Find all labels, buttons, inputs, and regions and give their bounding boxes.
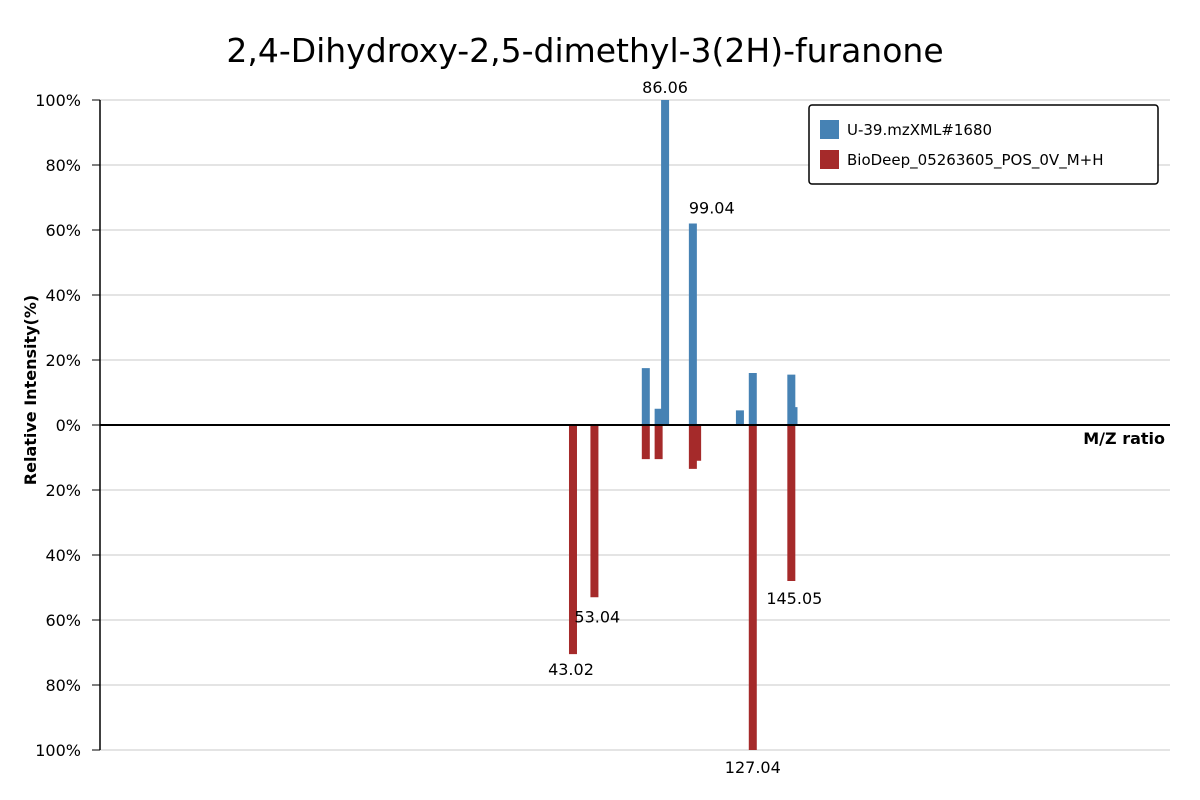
- query-peak-bar: [735, 410, 744, 425]
- reference-peak-bar: [693, 425, 702, 461]
- grid-lines: [100, 99, 1170, 751]
- reference-peak-bar: [688, 425, 697, 469]
- query-peak-bar: [661, 100, 670, 425]
- y-tick-label: 60%: [45, 611, 81, 630]
- peak-mz-label: 99.04: [689, 199, 735, 218]
- x-axis-title: M/Z ratio: [1083, 429, 1165, 448]
- peak-mz-label: 43.02: [548, 660, 594, 679]
- query-peak-bar: [789, 407, 798, 425]
- reference-peak-bar: [641, 425, 650, 460]
- query-peak-bar: [787, 374, 796, 425]
- peak-labels: 86.06 99.04 43.02 53.04 127.04 145.05: [548, 78, 822, 777]
- y-tick-label: 100%: [35, 91, 81, 110]
- peak-mz-label: 53.04: [574, 607, 620, 626]
- y-tick-label: 20%: [45, 351, 81, 370]
- reference-peak-bar: [748, 425, 757, 750]
- y-tick-label: 40%: [45, 546, 81, 565]
- y-tick-label: 60%: [45, 221, 81, 240]
- legend-swatch-reference: [820, 150, 839, 169]
- reference-peak-bar: [787, 425, 796, 581]
- legend: U-39.mzXML#1680 BioDeep_05263605_POS_0V_…: [808, 104, 1159, 185]
- peak-bars: [568, 100, 798, 750]
- y-tick-label: 80%: [45, 156, 81, 175]
- query-peak-bar: [654, 408, 663, 425]
- reference-peak-bar: [654, 425, 663, 460]
- reference-peak-bar: [568, 425, 577, 655]
- y-tick-label: 80%: [45, 676, 81, 695]
- chart-title: 2,4-Dihydroxy-2,5-dimethyl-3(2H)-furanon…: [226, 31, 943, 70]
- peak-mz-label: 145.05: [766, 589, 822, 608]
- query-peak-bar: [748, 373, 757, 425]
- legend-label-reference: BioDeep_05263605_POS_0V_M+H: [847, 151, 1103, 170]
- y-tick-label: 20%: [45, 481, 81, 500]
- y-axis-title: Relative Intensity(%): [21, 295, 40, 485]
- y-tick-label: 100%: [35, 741, 81, 760]
- reference-peak-bar: [590, 425, 599, 598]
- legend-swatch-query: [820, 120, 839, 139]
- legend-label-query: U-39.mzXML#1680: [847, 121, 992, 139]
- query-peak-bar: [688, 223, 697, 425]
- y-tick-label: 0%: [56, 416, 81, 435]
- peak-mz-label: 86.06: [642, 78, 688, 97]
- legend-box: [808, 104, 1159, 185]
- y-tick-label: 40%: [45, 286, 81, 305]
- peak-mz-label: 127.04: [725, 758, 781, 777]
- query-peak-bar: [641, 368, 650, 425]
- y-axis-ticks: 100% 80% 60% 40% 20% 0% 20% 40% 60% 80% 100%: [35, 91, 100, 760]
